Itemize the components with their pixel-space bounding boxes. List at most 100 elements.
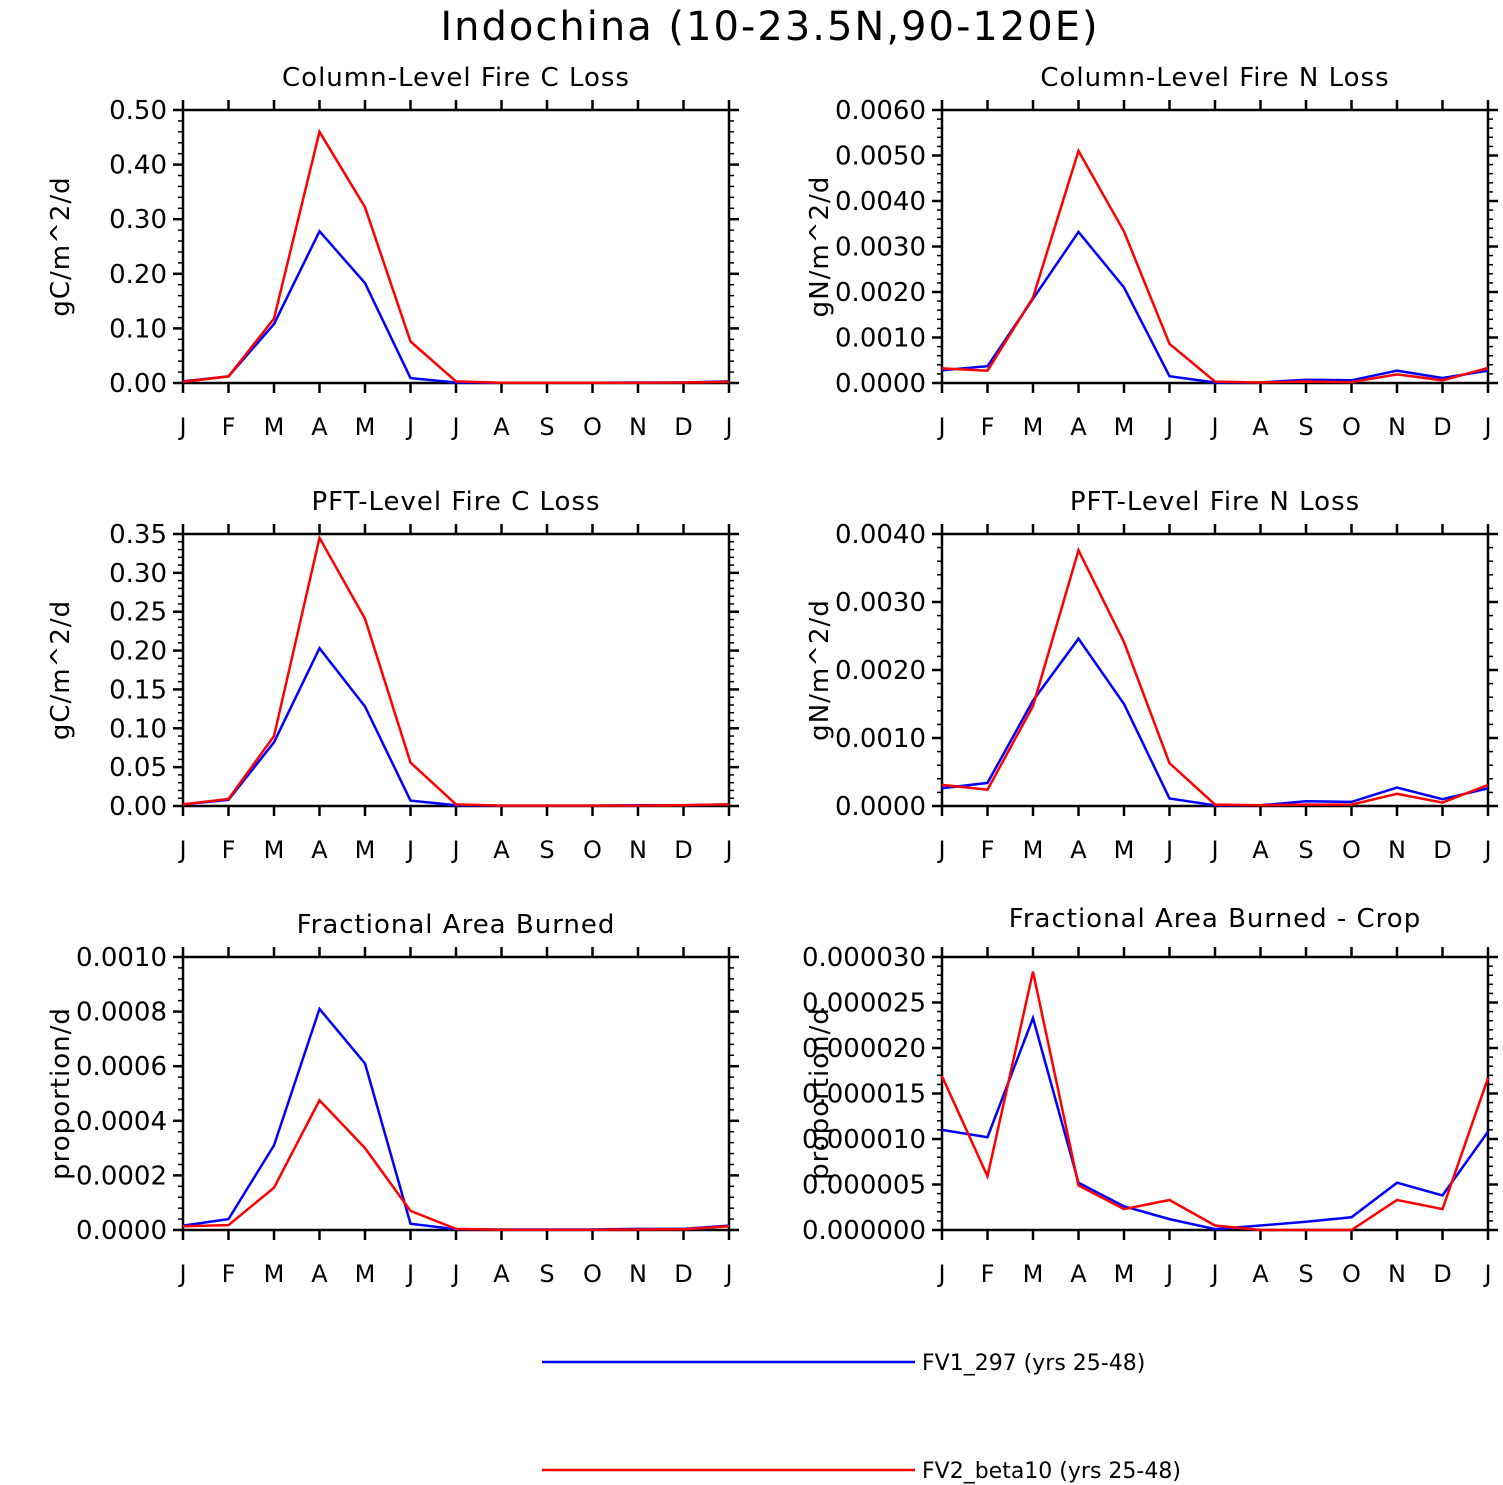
- panel-3-ytick-label: 0.35: [109, 520, 167, 550]
- panel-6-ytick-label: 0.000025: [802, 989, 926, 1019]
- panel-4-ytick-label: 0.0040: [835, 520, 926, 550]
- panel-6-xtick-label: O: [1342, 1260, 1361, 1288]
- panel-3-ytick-label: 0.15: [109, 675, 167, 705]
- panel-6-xtick-label: N: [1388, 1260, 1406, 1288]
- panel-4-xtick-label: M: [1114, 836, 1135, 864]
- panel-5-xtick-label: J: [177, 1260, 186, 1288]
- panel-1: Column-Level Fire C Loss 0.00 0.10 0.20 0.30…: [46, 63, 739, 441]
- panel-4-xtick-label: J: [1164, 836, 1173, 864]
- panel-6-ytick-label: 0.000020: [802, 1034, 926, 1064]
- panel-1-ytick-label: 0.50: [109, 96, 167, 126]
- panel-1-xtick-label: J: [177, 413, 186, 441]
- panel-5-ylabel: proportion/d: [46, 1007, 76, 1180]
- panel-3-ytick-label: 0.20: [109, 637, 167, 667]
- panel-2-title: Column-Level Fire N Loss: [1040, 63, 1389, 93]
- panel-4-xtick-label: A: [1070, 836, 1087, 864]
- panel-2-xtick-label: O: [1342, 413, 1361, 441]
- panel-4-frame: [940, 532, 1490, 808]
- panel-4-xtick-label: S: [1298, 836, 1313, 864]
- panel-5-xtick-label: S: [539, 1260, 554, 1288]
- panel-5-frame: [181, 955, 731, 1232]
- panel-2-xtick-label: F: [981, 413, 995, 441]
- panel-1-xtick-label: O: [583, 413, 602, 441]
- panel-3-xtick-label: J: [405, 836, 414, 864]
- legend-item-series1: FV1_297 (yrs 25-48): [542, 1351, 1145, 1376]
- panel-4-ytick-label: 0.0020: [835, 656, 926, 686]
- panel-3-ytick-label: 0.00: [109, 792, 167, 822]
- panel-3-ytick-label: 0.25: [109, 598, 167, 628]
- panel-2-ytick-label: 0.0060: [835, 96, 926, 126]
- panel-3-xtick-label: J: [450, 836, 459, 864]
- panel-3-xtick-label: J: [723, 836, 732, 864]
- panel-6-frame: [940, 955, 1490, 1232]
- panel-6-series-1-line: [941, 1013, 1490, 1231]
- panel-6-ytick-label: 0.000010: [802, 1125, 926, 1155]
- panel-4-series-2-line: [941, 546, 1489, 807]
- panel-2-series-2-line: [941, 147, 1489, 384]
- panel-1-xtick-label: M: [264, 413, 285, 441]
- panel-6-xtick-label: S: [1298, 1260, 1313, 1288]
- legend: FV1_297 (yrs 25-48) FV2_beta10 (yrs 25-4…: [542, 1351, 1181, 1484]
- panel-1-xtick-label: F: [222, 413, 236, 441]
- panel-4-xtick-label: J: [936, 836, 945, 864]
- panel-3-xtick-label: A: [493, 836, 510, 864]
- panel-4-xtick-label: J: [1482, 836, 1491, 864]
- panel-6-xtick-label: M: [1114, 1260, 1135, 1288]
- panel-1-frame: [181, 108, 731, 385]
- panel-5-xtick-label: A: [311, 1260, 328, 1288]
- panel-5-xtick-label: O: [583, 1260, 602, 1288]
- panel-2-xtick-label: J: [1209, 413, 1218, 441]
- panel-2-xtick-label: J: [1482, 413, 1491, 441]
- panel-2-xtick-label: N: [1388, 413, 1406, 441]
- panel-6-xtick-label: J: [936, 1260, 945, 1288]
- panel-1-xtick-label: J: [450, 413, 459, 441]
- panel-4-xtick-label: N: [1388, 836, 1406, 864]
- panel-4-xtick-label: O: [1342, 836, 1361, 864]
- panel-3-xtick-label: O: [583, 836, 602, 864]
- panel-5-ytick-label: 0.0000: [76, 1216, 167, 1246]
- panel-2-xtick-label: M: [1114, 413, 1135, 441]
- panel-6-title: Fractional Area Burned - Crop: [1009, 904, 1421, 934]
- legend-item-series2: FV2_beta10 (yrs 25-48): [542, 1459, 1181, 1484]
- panel-3-xtick-label: N: [629, 836, 647, 864]
- panel-6-xtick-label: A: [1070, 1260, 1087, 1288]
- panel-2-frame: [940, 108, 1490, 385]
- panel-6-xtick-label: A: [1252, 1260, 1269, 1288]
- panel-1-series-1-line: [182, 228, 730, 384]
- panel-1-xtick-label: M: [355, 413, 376, 441]
- panel-2-xtick-label: J: [1164, 413, 1173, 441]
- panel-1-ylabel: gC/m^2/d: [46, 176, 76, 316]
- panel-4-ytick-label: 0.0000: [835, 792, 926, 822]
- panel-5-ytick-label: 0.0008: [76, 998, 167, 1028]
- panel-1-xtick-label: D: [674, 413, 692, 441]
- panel-2-ylabel: gN/m^2/d: [805, 176, 835, 318]
- panel-6-ytick-label: 0.000000: [802, 1216, 926, 1246]
- panel-3-xtick-label: J: [177, 836, 186, 864]
- panel-2-xtick-label: A: [1070, 413, 1087, 441]
- panel-3-xtick-label: A: [311, 836, 328, 864]
- panel-6-xtick-label: M: [1023, 1260, 1044, 1288]
- panel-6-xtick-label: J: [1164, 1260, 1173, 1288]
- panel-3-title: PFT-Level Fire C Loss: [311, 487, 600, 517]
- panel-2-ytick-label: 0.0010: [835, 324, 926, 354]
- panel-1-ytick-label: 0.30: [109, 205, 167, 235]
- panel-3-xtick-label: M: [355, 836, 376, 864]
- panel-3-xtick-label: M: [264, 836, 285, 864]
- panel-5: Fractional Area Burned 0.0000 0.0002 0.0004…: [46, 910, 739, 1288]
- panel-4-ytick-label: 0.0010: [835, 724, 926, 754]
- panel-2-xtick-label: M: [1023, 413, 1044, 441]
- panel-6-xtick-label: J: [1209, 1260, 1218, 1288]
- panel-2-ytick-label: 0.0020: [835, 278, 926, 308]
- panel-3-frame: [181, 532, 731, 808]
- panel-5-xtick-label: F: [222, 1260, 236, 1288]
- panel-6: Fractional Area Burned - Crop 0.000000 0.0…: [802, 904, 1498, 1288]
- panel-2-ytick-label: 0.0000: [835, 369, 926, 399]
- panel-5-xtick-label: N: [629, 1260, 647, 1288]
- panel-3-xtick-label: D: [674, 836, 692, 864]
- panel-2-xtick-label: J: [936, 413, 945, 441]
- panel-5-ytick-label: 0.0006: [76, 1052, 167, 1082]
- panel-5-xtick-label: A: [493, 1260, 510, 1288]
- panel-6-series-2-line: [940, 971, 1490, 1232]
- panel-5-xtick-label: M: [264, 1260, 285, 1288]
